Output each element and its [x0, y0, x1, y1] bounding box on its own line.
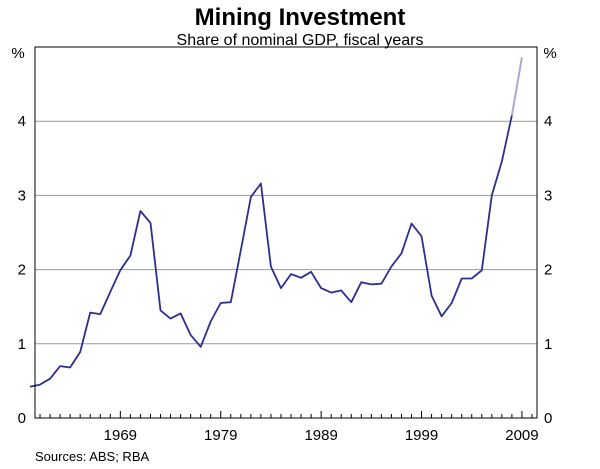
x-tick-label-1989: 1989: [304, 427, 337, 444]
y-tick-label-left-1: 1: [18, 336, 26, 353]
y-tick-label-left-0: 0: [18, 410, 26, 427]
y-tick-label-right-1: 1: [544, 336, 552, 353]
y-axis-unit-right: %: [543, 45, 556, 62]
grid-lines: [35, 120, 537, 345]
y-tick-label-right-3: 3: [544, 187, 552, 204]
y-tick-label-right-0: 0: [544, 410, 552, 427]
series-lines: [29, 57, 523, 388]
y-tick-label-left-3: 3: [18, 187, 26, 204]
mining-investment-forecast-line: [510, 57, 523, 116]
y-tick-label-left-2: 2: [18, 262, 26, 279]
x-tick-label-2009: 2009: [505, 427, 538, 444]
mining-investment-line: [29, 115, 513, 388]
plot-frame: [34, 46, 538, 419]
x-tick-label-1969: 1969: [104, 427, 137, 444]
y-tick-label-left-4: 4: [18, 113, 26, 130]
y-axis-unit-left: %: [11, 45, 24, 62]
y-tick-label-right-4: 4: [544, 113, 552, 130]
chart-title: Mining Investment: [195, 4, 406, 31]
x-tick-label-1979: 1979: [204, 427, 237, 444]
chart-subtitle: Share of nominal GDP, fiscal years: [177, 32, 424, 49]
axes: 0 0 1 1 2 2 3 3 4 4 1969 1979 1989 1999 2009: [18, 113, 553, 444]
source-note: Sources: ABS; RBA: [35, 449, 149, 464]
y-tick-label-right-2: 2: [544, 262, 552, 279]
x-tick-label-1999: 1999: [405, 427, 438, 444]
